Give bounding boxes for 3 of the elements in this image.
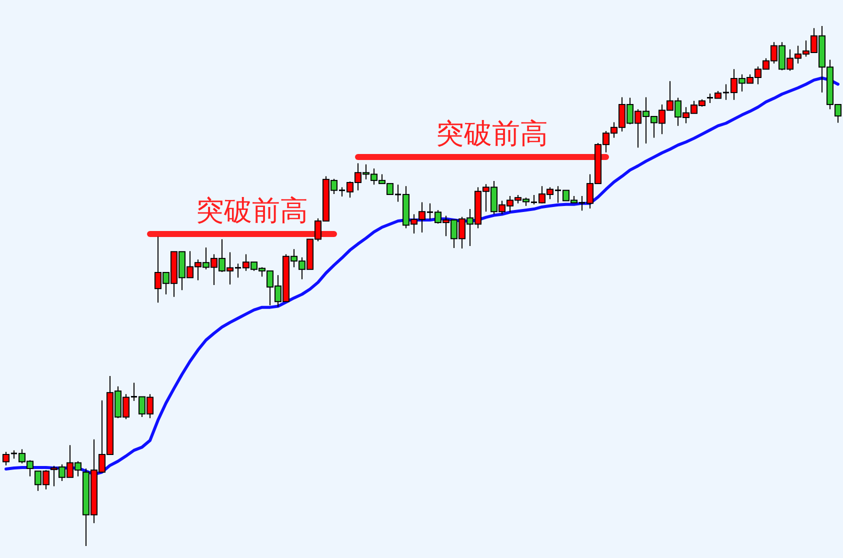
candlestick [2,451,10,466]
annotation: 突破前高 [196,194,308,227]
annotation: 突破前高 [436,117,548,150]
